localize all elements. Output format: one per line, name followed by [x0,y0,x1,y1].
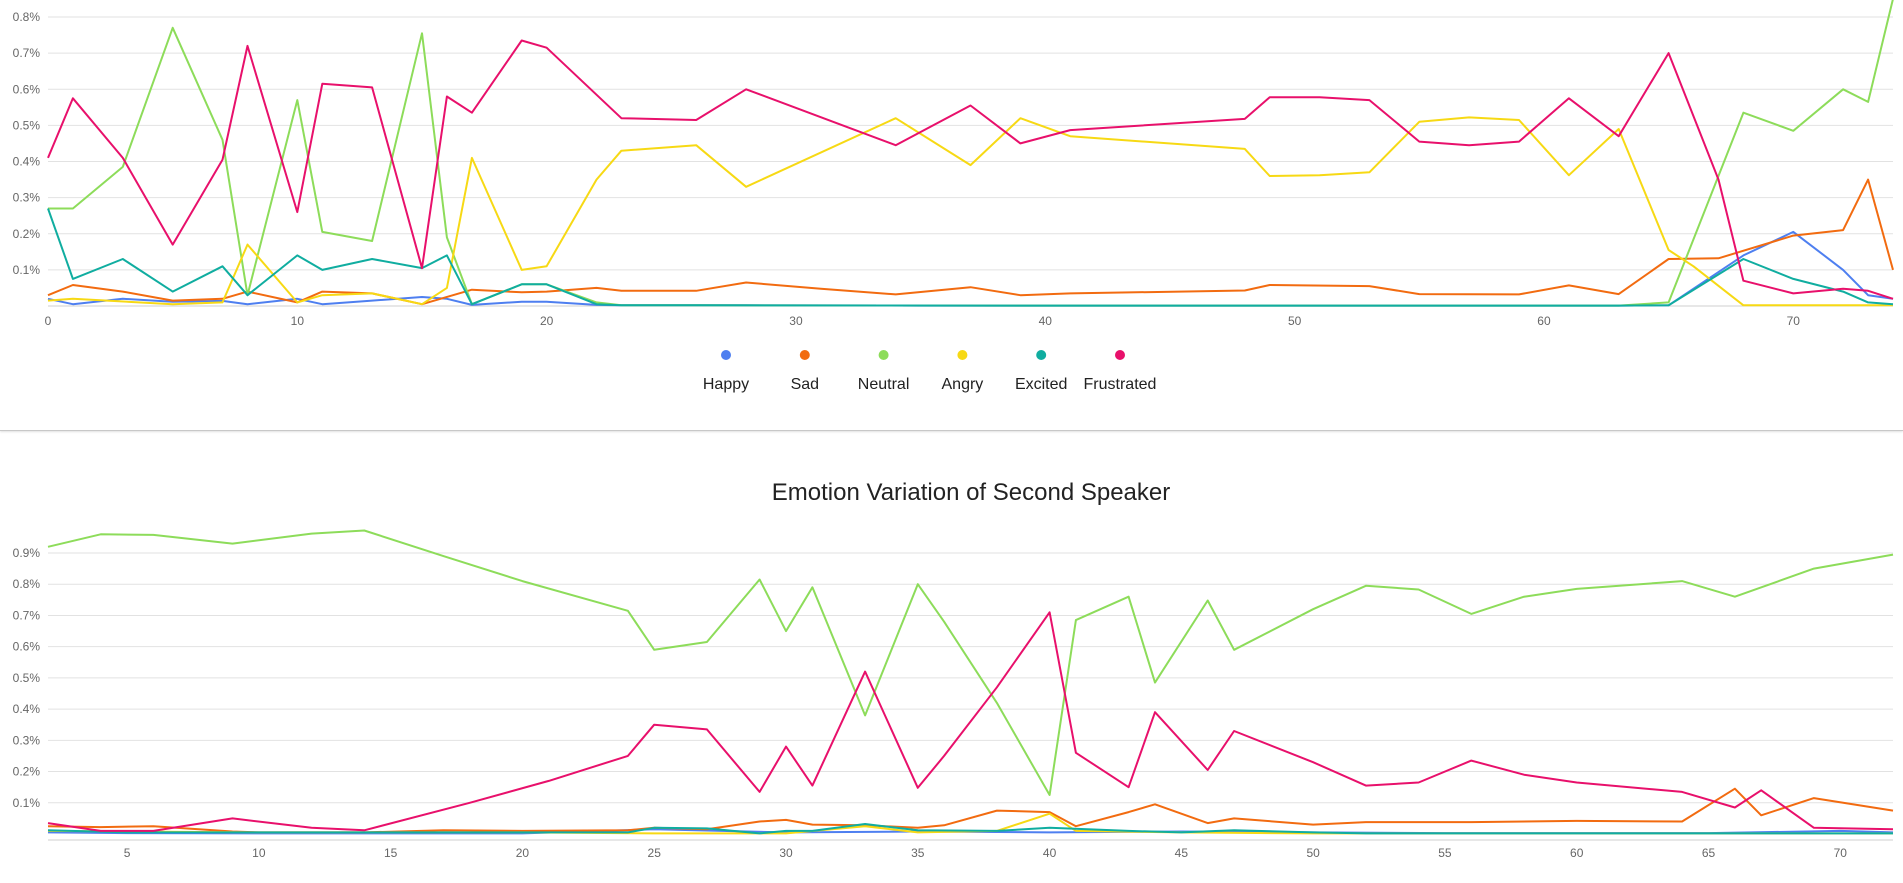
legend-marker-happy [721,350,731,360]
legend-marker-angry [957,350,968,360]
x-tick-label: 30 [779,846,793,860]
series-line-sad [47,178,1894,306]
y-tick-label: 0.2% [13,227,41,241]
top-emotion-chart: 0.1% 0.2% 0.3% 0.4% 0.5% 0.6% 0.7% 0.8% 0 10 20 30 4… [13,0,1894,393]
x-tick-label: 45 [1175,846,1189,860]
y-tick-label: 0.3% [13,733,41,747]
series-line-neutral [48,0,1894,307]
x-tick-label: 5 [124,846,131,860]
x-tick-label: 15 [384,846,398,860]
x-tick-label: 50 [1306,846,1320,860]
y-tick-label: 0.8% [13,577,41,591]
x-tick-label: 50 [1288,314,1302,328]
x-tick-label: 35 [911,846,925,860]
chart-title: Emotion Variation of Second Speaker [772,479,1170,506]
y-tick-label: 0.7% [13,608,41,622]
series-line-sad [47,787,1894,834]
y-tick-label: 0.3% [13,191,41,205]
series-line-frustrated [47,39,1894,300]
legend-label-angry: Angry [942,376,984,393]
y-tick-label: 0.5% [13,118,41,132]
second-speaker-emotion-chart: Emotion Variation of Second Speaker 0.1% 0… [13,479,1894,860]
x-tick-label: 10 [291,314,305,328]
legend-label-neutral: Neutral [858,376,910,393]
legend-label-sad: Sad [791,376,819,393]
x-tick-label: 0 [45,314,52,328]
bottom-chart-panel: Emotion Variation of Second Speaker 0.1% 0… [0,450,1903,878]
y-tick-label: 0.7% [13,46,41,60]
y-tick-label: 0.4% [13,702,41,716]
top-chart-panel: 0.1% 0.2% 0.3% 0.4% 0.5% 0.6% 0.7% 0.8% 0 10 20 30 4… [0,0,1903,431]
x-tick-label: 20 [540,314,554,328]
series-line-excited [47,208,1894,307]
legend-label-excited: Excited [1015,376,1067,393]
x-tick-label: 20 [516,846,530,860]
x-tick-label: 25 [648,846,662,860]
y-tick-label: 0.6% [13,640,41,654]
series-line-excited [47,823,1893,835]
legend-label-happy: Happy [703,376,749,393]
legend-label-frustrated: Frustrated [1084,376,1157,393]
series-line-frustrated [47,611,1894,832]
x-tick-label: 40 [1039,314,1053,328]
y-tick-label: 0.8% [13,10,41,24]
y-tick-label: 0.1% [13,263,41,277]
x-tick-label: 60 [1570,846,1584,860]
x-tick-label: 30 [789,314,803,328]
y-tick-label: 0.6% [13,82,41,96]
y-tick-label: 0.9% [13,546,41,560]
series-line-neutral [47,529,1894,796]
x-tick-label: 10 [252,846,266,860]
y-tick-label: 0.2% [13,765,41,779]
legend-marker-frustrated [1115,350,1125,360]
x-tick-label: 70 [1834,846,1848,860]
legend-marker-excited [1036,350,1047,360]
x-tick-label: 55 [1438,846,1452,860]
x-tick-label: 60 [1537,314,1551,328]
y-tick-label: 0.5% [13,671,41,685]
x-tick-label: 40 [1043,846,1057,860]
legend-marker-sad [799,350,810,360]
series-line-angry [47,116,1893,307]
y-tick-label: 0.1% [13,796,41,810]
legend-marker-neutral [878,350,889,360]
y-tick-label: 0.4% [13,155,41,169]
x-tick-label: 65 [1702,846,1716,860]
x-tick-label: 70 [1787,314,1801,328]
